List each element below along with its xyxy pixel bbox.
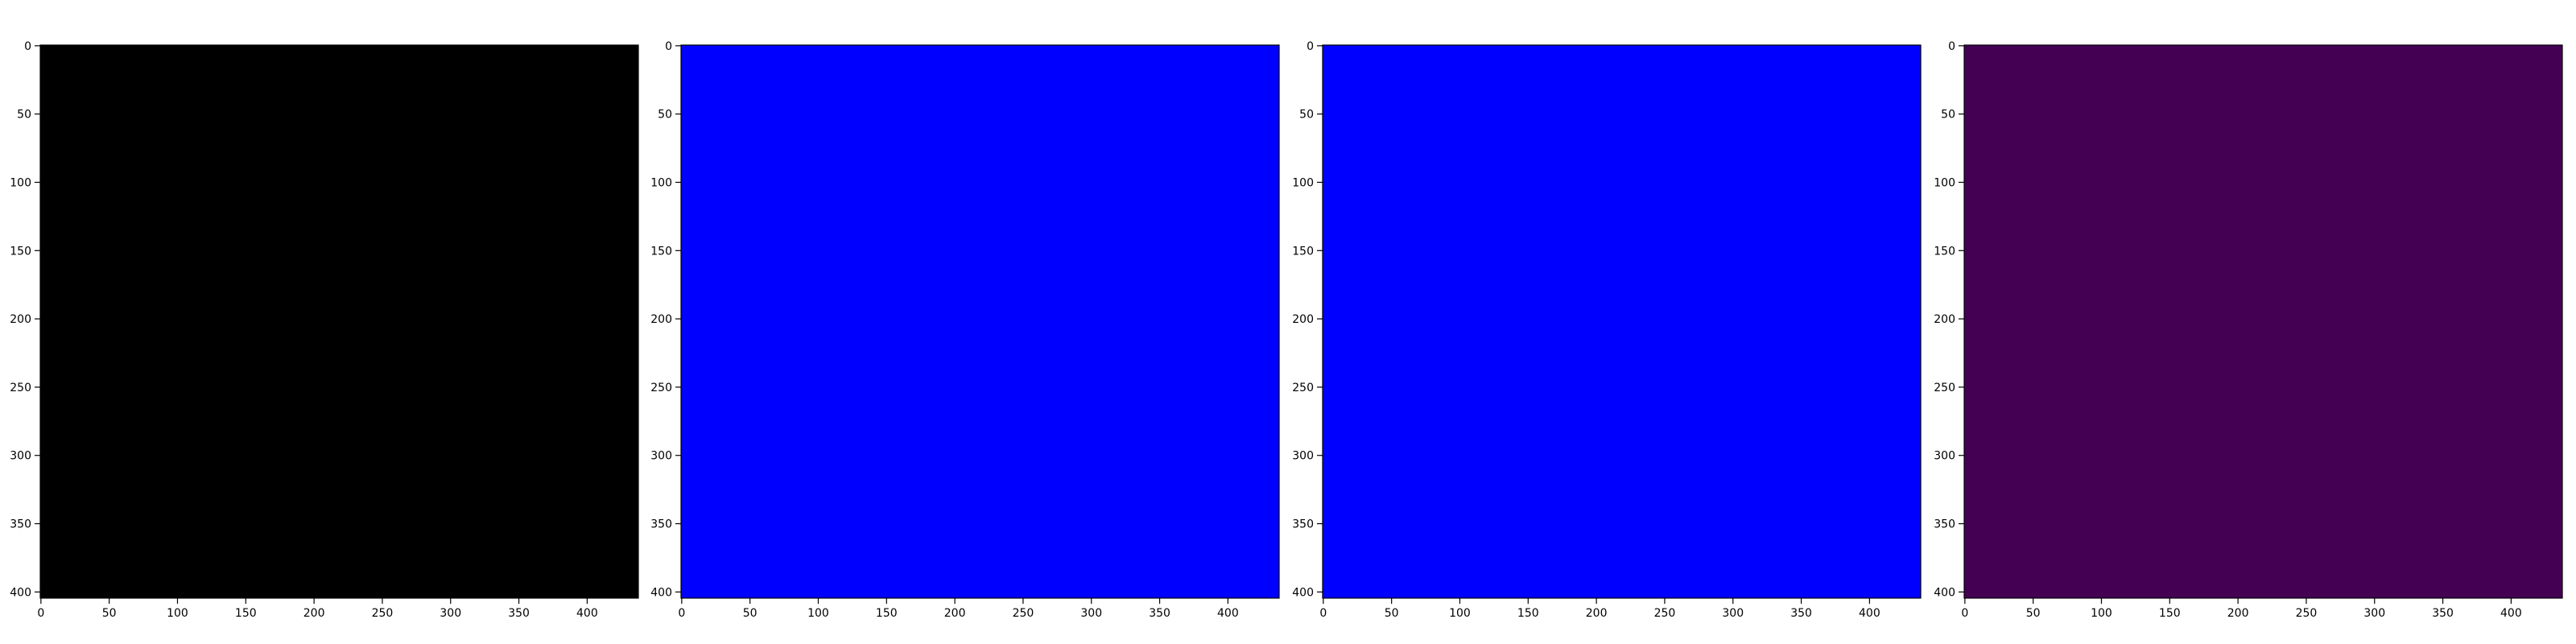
x-tick-label: 300 [1722, 607, 1744, 620]
x-tick-label: 250 [372, 607, 394, 620]
y-tick-label: 0 [665, 40, 672, 53]
y-tick-label: 300 [10, 450, 31, 463]
y-tick-label: 400 [1292, 586, 1314, 599]
y-tick-label: 50 [17, 109, 31, 122]
x-tick-label: 300 [1080, 607, 1102, 620]
axes-frame [39, 44, 639, 599]
x-tick-label: 250 [2296, 607, 2318, 620]
x-tick-label: 150 [2159, 607, 2181, 620]
x-tick-label: 50 [102, 607, 117, 620]
x-tick-label: 250 [1013, 607, 1034, 620]
x-tick-label: 250 [1654, 607, 1676, 620]
y-tick-label: 200 [650, 313, 672, 326]
y-tick-label: 250 [1934, 382, 1955, 394]
x-tick-label: 400 [1217, 607, 1239, 620]
y-tick-label: 100 [1292, 176, 1314, 189]
x-tick-label: 100 [2091, 607, 2112, 620]
y-tick-label: 150 [1934, 245, 1955, 258]
x-tick-label: 200 [2227, 607, 2249, 620]
panel-image [1323, 45, 1921, 598]
y-tick-label: 350 [650, 518, 672, 531]
panel-4: 0 50 100 150 200 250 300 350 400 0 50 100 150 200 250 3… [1934, 40, 2563, 620]
y-tick-label: 150 [1292, 245, 1314, 258]
y-tick-label: 250 [10, 382, 31, 394]
x-tick-label: 50 [1385, 607, 1399, 620]
y-tick-label: 200 [10, 313, 31, 326]
panel-3: 0 50 100 150 200 250 300 350 400 0 50 100 150 200 250 3… [1292, 40, 1922, 620]
x-tick-label: 100 [807, 607, 829, 620]
x-tick-label: 200 [944, 607, 966, 620]
panel-image [40, 45, 638, 598]
y-tick-label: 250 [1292, 382, 1314, 394]
x-tick-label: 400 [1859, 607, 1880, 620]
axes-frame [1322, 44, 1922, 599]
x-tick-label: 50 [2026, 607, 2041, 620]
y-tick-label: 400 [10, 586, 31, 599]
x-tick-label: 200 [303, 607, 325, 620]
x-tick-label: 300 [440, 607, 461, 620]
axes-frame [1963, 44, 2563, 599]
x-tick-label: 0 [678, 607, 685, 620]
y-tick-label: 250 [650, 382, 672, 394]
y-tick-label: 50 [1941, 109, 1955, 122]
x-tick-label: 150 [1517, 607, 1539, 620]
y-tick-label: 400 [650, 586, 672, 599]
y-tick-label: 0 [1307, 40, 1314, 53]
y-tick-label: 200 [1292, 313, 1314, 326]
y-tick-label: 150 [10, 245, 31, 258]
y-tick-label: 300 [1934, 450, 1955, 463]
x-tick-label: 350 [1790, 607, 1812, 620]
panel-image [1964, 45, 2562, 598]
panel-image [681, 45, 1279, 598]
y-tick-label: 0 [1948, 40, 1955, 53]
y-tick-label: 200 [1934, 313, 1955, 326]
y-tick-label: 300 [650, 450, 672, 463]
x-tick-label: 350 [2432, 607, 2454, 620]
x-tick-label: 350 [1149, 607, 1170, 620]
axes-frame [680, 44, 1280, 599]
y-tick-label: 150 [650, 245, 672, 258]
x-tick-label: 350 [508, 607, 530, 620]
y-tick-label: 350 [1292, 518, 1314, 531]
x-tick-label: 300 [2363, 607, 2385, 620]
y-tick-label: 300 [1292, 450, 1314, 463]
x-tick-label: 200 [1586, 607, 1608, 620]
y-tick-label: 350 [10, 518, 31, 531]
x-tick-label: 100 [167, 607, 188, 620]
y-tick-label: 350 [1934, 518, 1955, 531]
panel-2: 0 50 100 150 200 250 300 350 400 0 50 100 150 200 250 3… [650, 40, 1280, 620]
y-tick-label: 0 [24, 40, 31, 53]
x-tick-label: 400 [2500, 607, 2522, 620]
panel-1: 0 50 100 150 200 250 300 350 400 0 50 100 150 200 250 3… [10, 40, 639, 620]
x-tick-label: 100 [1449, 607, 1471, 620]
x-tick-label: 0 [37, 607, 44, 620]
y-tick-label: 50 [658, 109, 672, 122]
y-tick-label: 400 [1934, 586, 1955, 599]
y-tick-label: 100 [1934, 176, 1955, 189]
x-tick-label: 400 [576, 607, 598, 620]
x-tick-label: 150 [235, 607, 257, 620]
y-tick-label: 100 [10, 176, 31, 189]
x-tick-label: 50 [743, 607, 758, 620]
x-tick-label: 150 [876, 607, 898, 620]
x-tick-label: 0 [1961, 607, 1968, 620]
x-tick-label: 0 [1319, 607, 1327, 620]
y-tick-label: 100 [650, 176, 672, 189]
y-tick-label: 50 [1299, 109, 1314, 122]
